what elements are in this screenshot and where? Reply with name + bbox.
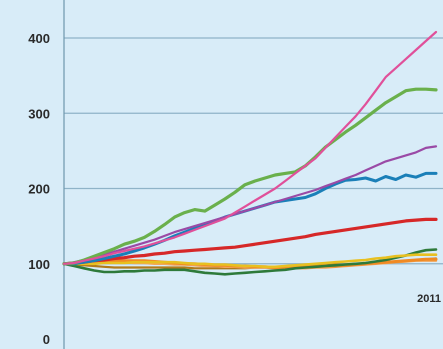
series-line-2 [62, 87, 438, 266]
y-tick-label-0: 0 [43, 332, 50, 347]
series-line-6 [62, 253, 438, 269]
series-line-1 [62, 30, 438, 265]
y-axis-ticks: 0 100 200 300 400 [28, 31, 50, 347]
series-line-3 [62, 145, 438, 265]
y-tick-label-200: 200 [28, 182, 50, 197]
grid-lines [64, 37, 443, 265]
y-tick-label-100: 100 [28, 257, 50, 272]
series-line-7 [62, 248, 438, 276]
series-line-5 [62, 217, 438, 266]
x-year-label: 2011 [417, 293, 441, 305]
y-tick-label-300: 300 [28, 106, 50, 121]
series-layer [62, 30, 438, 276]
y-tick-label-400: 400 [28, 31, 50, 46]
